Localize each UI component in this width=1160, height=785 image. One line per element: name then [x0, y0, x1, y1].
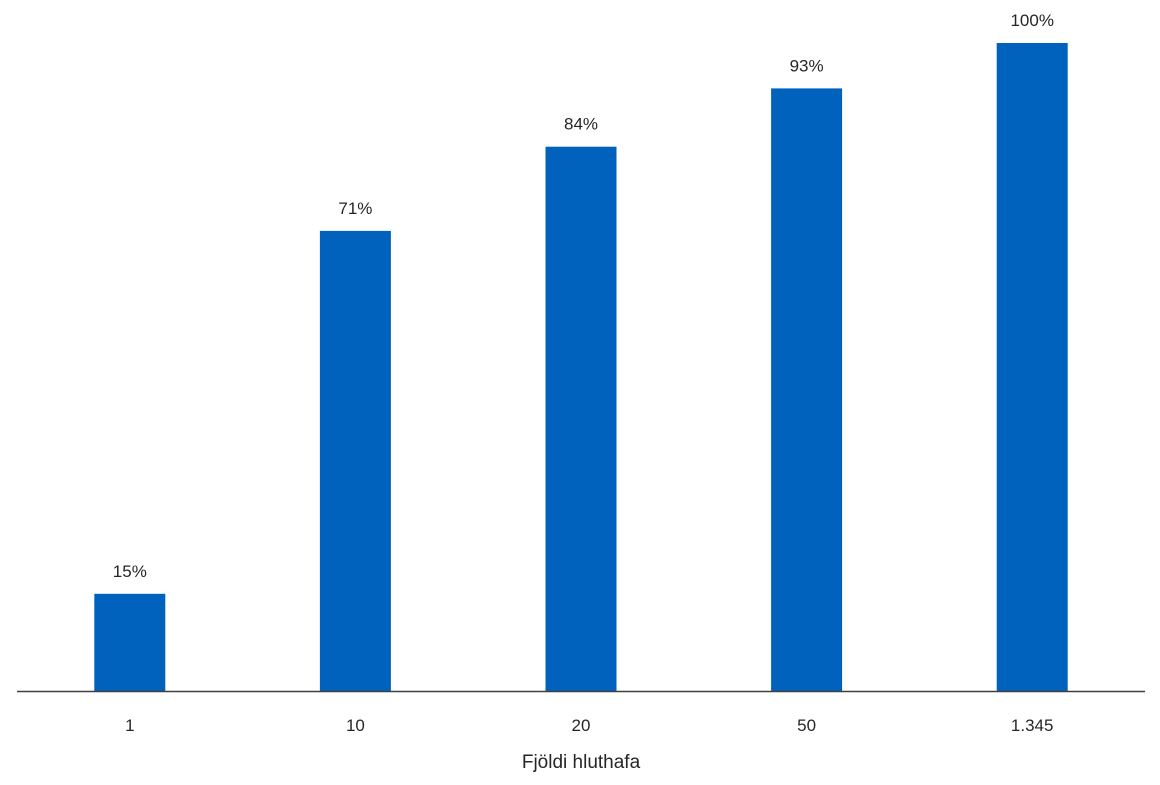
bar-3 — [545, 146, 617, 691]
bar-4 — [771, 88, 843, 691]
bar-2 — [319, 230, 391, 691]
x-tick-label-2: 10 — [346, 716, 365, 735]
data-label-2: 71% — [338, 199, 372, 218]
data-label-1: 15% — [113, 562, 147, 581]
data-labels-group: 15% 71% 84% 93% 100% — [113, 11, 1054, 581]
x-tick-labels-group: 1 10 20 50 1.345 — [125, 716, 1053, 735]
data-label-5: 100% — [1010, 11, 1053, 30]
x-tick-label-3: 20 — [572, 716, 591, 735]
x-tick-label-4: 50 — [797, 716, 816, 735]
bars-group — [94, 43, 1068, 691]
x-tick-label-1: 1 — [125, 716, 134, 735]
data-label-3: 84% — [564, 115, 598, 134]
data-label-4: 93% — [790, 56, 824, 75]
bar-5 — [996, 43, 1068, 691]
x-tick-label-5: 1.345 — [1011, 716, 1054, 735]
x-axis-title: Fjöldi hluthafa — [522, 752, 641, 773]
bar-1 — [94, 593, 166, 691]
